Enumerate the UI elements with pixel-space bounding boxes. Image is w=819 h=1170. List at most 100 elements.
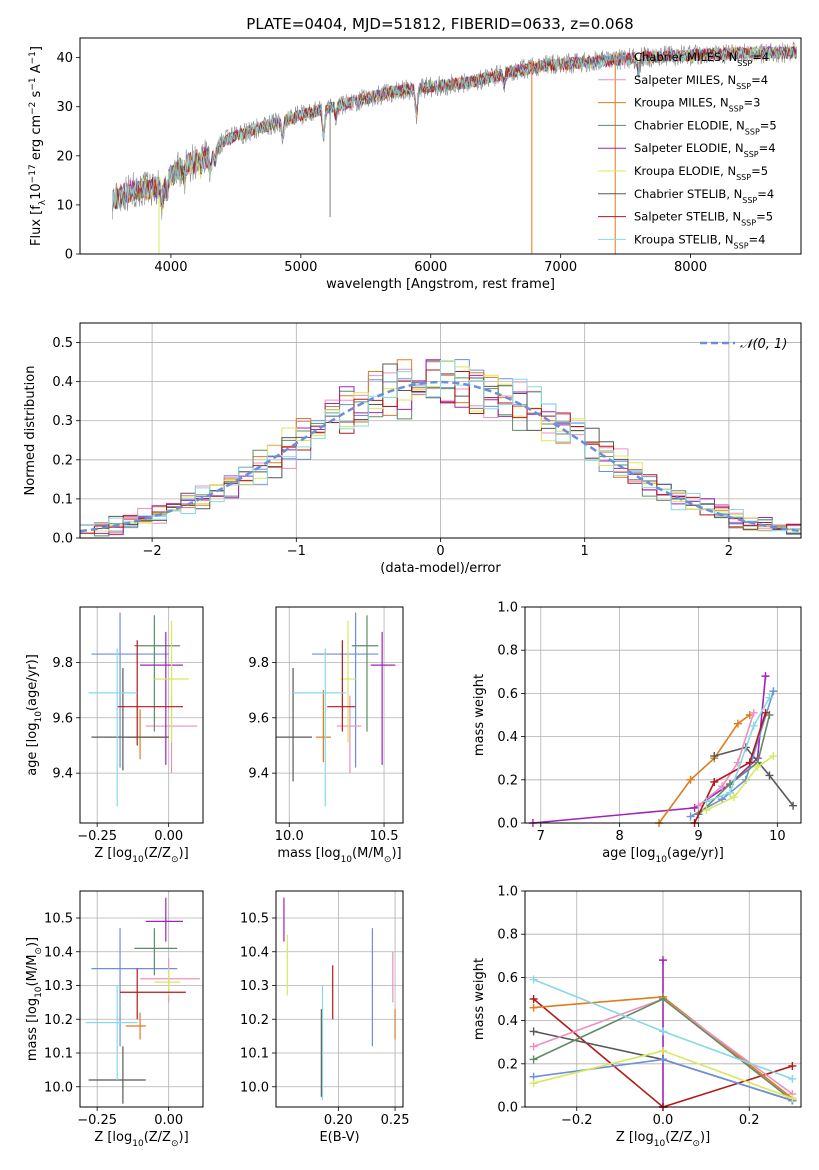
mass-vs-extinction-panel: 0.20 0.25 10.0 10.1 10.2 10.3 10.4 10.5 E(B-V)	[240, 890, 410, 1145]
age-vs-mass-panel: 10.0 10.5 9.4 9.6 9.8 mass [log10(M/M⊙)]	[248, 606, 404, 865]
weight-marker-kroupa_miles	[733, 719, 742, 728]
x-tick-label: 0.20	[324, 1113, 353, 1128]
y-tick-label: 10	[56, 198, 73, 213]
weight-marker-kroupa_stelib	[702, 797, 711, 806]
y-tick-label: 10.0	[44, 1080, 73, 1095]
weight-marker-kroupa_stelib	[659, 1027, 667, 1036]
weight-marker-salpeter_miles	[718, 782, 727, 791]
axes-frame	[79, 322, 802, 539]
x-axis-label: Z [log10(Z/Z⊙)]	[94, 846, 188, 865]
weight-line-kroupa_miles	[658, 714, 751, 824]
weight-marker-salpeter_stelib	[788, 1061, 797, 1070]
legend-label-salpeter_miles: Salpeter MILES, NSSP=4	[634, 73, 768, 91]
y-tick-label: 0.4	[52, 375, 73, 390]
y-tick-label: 0.1	[52, 492, 73, 507]
weight-marker-salpeter_stelib	[710, 777, 719, 786]
y-tick-label: 10.1	[240, 1047, 269, 1062]
y-tick-label: 20	[56, 149, 73, 164]
weight-marker-salpeter_miles	[694, 801, 703, 810]
x-tick-label: 1	[581, 544, 589, 559]
x-axis-label: Z [log10(Z/Z⊙)]	[94, 1130, 188, 1149]
y-tick-label: 9.8	[52, 656, 73, 671]
weight-marker-chabrier_miles	[686, 812, 695, 821]
y-tick-label: 1.0	[497, 601, 518, 616]
age-vs-metallicity-panel: −0.25 0.00 9.4 9.6 9.8 Z [log10(Z/Z⊙)] age [lo…	[25, 606, 204, 865]
weight-marker-kroupa_stelib	[788, 1074, 797, 1083]
weight-vs-metallicity-panel: −0.2 0.0 0.2 0.0 0.2 0.4 0.6 0.8 1.0 Z [log10(Z/Z…	[472, 885, 802, 1149]
y-tick-label: 1.0	[497, 885, 518, 900]
weight-marker-chabrier_miles	[769, 687, 778, 696]
histogram-kroupa_stelib	[80, 361, 801, 532]
y-tick-label: 9.4	[248, 767, 269, 782]
y-axis-label: age [log10(age/yr)]	[25, 654, 44, 776]
x-axis-label: mass [log10(M/M⊙)]	[277, 846, 401, 865]
y-tick-label: 0.6	[497, 687, 518, 702]
weight-line-salpeter_stelib	[693, 712, 767, 824]
weight-marker-salpeter_miles	[529, 1042, 538, 1051]
weight-marker-kroupa_elodie	[753, 762, 762, 771]
x-tick-label: 10	[769, 829, 786, 844]
x-axis-label: Z [log10(Z/Z⊙)]	[616, 1130, 710, 1149]
legend-label-salpeter_elodie: Salpeter ELODIE, NSSP=4	[634, 141, 776, 159]
weight-marker-kroupa_stelib	[529, 975, 538, 984]
y-tick-label: 9.6	[52, 711, 73, 726]
y-tick-label: 0	[65, 248, 73, 263]
weight-line-salpeter_elodie	[532, 676, 767, 824]
x-tick-label: 9	[694, 829, 702, 844]
weight-marker-chabrier_stelib	[789, 801, 798, 810]
y-tick-label: 10.2	[44, 1013, 73, 1028]
weight-marker-kroupa_miles	[686, 775, 695, 784]
x-tick-label: 0.00	[154, 829, 183, 844]
y-tick-label: 9.8	[248, 656, 269, 671]
y-tick-label: 10.4	[44, 945, 73, 960]
x-tick-label: 8	[615, 829, 623, 844]
weight-line-kroupa_elodie	[706, 755, 774, 811]
axes-frame	[524, 890, 802, 1108]
gaussian-curve	[80, 380, 801, 533]
y-axis-label: Flux [fλ10−17 erg cm−2 s−1 A−1]	[28, 46, 48, 246]
x-tick-label: −1	[287, 544, 306, 559]
spectrum-line-kroupa_stelib	[112, 45, 797, 212]
y-axis-label: Normed distribution	[23, 366, 38, 496]
x-tick-label: 7000	[544, 260, 577, 275]
y-tick-label: 0.4	[497, 1014, 518, 1029]
weight-marker-kroupa_stelib	[726, 788, 735, 797]
axes-frame	[79, 37, 802, 255]
y-axis-label: mass [log10(M/M⊙)]	[25, 937, 44, 1061]
y-tick-label: 0.8	[497, 928, 518, 943]
y-tick-label: 9.6	[248, 711, 269, 726]
legend-label-chabrier_elodie: Chabrier ELODIE, NSSP=5	[634, 118, 777, 136]
x-tick-label: 0.00	[154, 1113, 183, 1128]
y-tick-label: 0.2	[497, 773, 518, 788]
x-tick-label: 6000	[414, 260, 447, 275]
x-tick-label: −2	[143, 544, 162, 559]
x-axis-label: age [log10(age/yr)]	[602, 846, 724, 865]
spectrum-legend: Chabrier MILES, NSSP=4 Salpeter MILES, NS…	[598, 50, 777, 250]
y-tick-label: 0.4	[497, 730, 518, 745]
weight-marker-kroupa_miles	[529, 1003, 538, 1012]
x-tick-label: −0.2	[561, 1113, 593, 1128]
x-tick-label: 7	[537, 829, 545, 844]
y-tick-label: 0.0	[52, 532, 73, 547]
weight-marker-kroupa_elodie	[529, 1079, 538, 1088]
x-tick-label: 10.5	[370, 829, 399, 844]
weight-marker-kroupa_elodie	[729, 793, 738, 802]
figure-title: PLATE=0404, MJD=51812, FIBERID=0633, z=0…	[246, 15, 633, 33]
weight-marker-kroupa_elodie	[702, 806, 711, 815]
weight-marker-kroupa_stelib	[765, 693, 774, 702]
weight-marker-kroupa_elodie	[659, 1046, 667, 1055]
y-tick-label: 0.3	[52, 414, 73, 429]
weight-marker-chabrier_stelib	[529, 1027, 538, 1036]
legend-label-salpeter_stelib: Salpeter STELIB, NSSP=5	[634, 210, 773, 228]
legend-label-gaussian: 𝒩(0, 1)	[740, 337, 787, 352]
spectrum-lines	[112, 41, 798, 254]
weight-marker-chabrier_stelib	[765, 771, 774, 780]
y-tick-label: 30	[56, 100, 73, 115]
x-tick-label: 8000	[674, 260, 707, 275]
y-tick-label: 10.2	[240, 1013, 269, 1028]
x-axis-label: (data-model)/error	[380, 561, 501, 576]
mass-vs-metallicity-panel: −0.25 0.00 10.0 10.1 10.2 10.3 10.4 10.5 Z [log1…	[25, 890, 204, 1149]
axes-frame	[524, 606, 802, 824]
x-tick-label: 0.2	[739, 1113, 760, 1128]
